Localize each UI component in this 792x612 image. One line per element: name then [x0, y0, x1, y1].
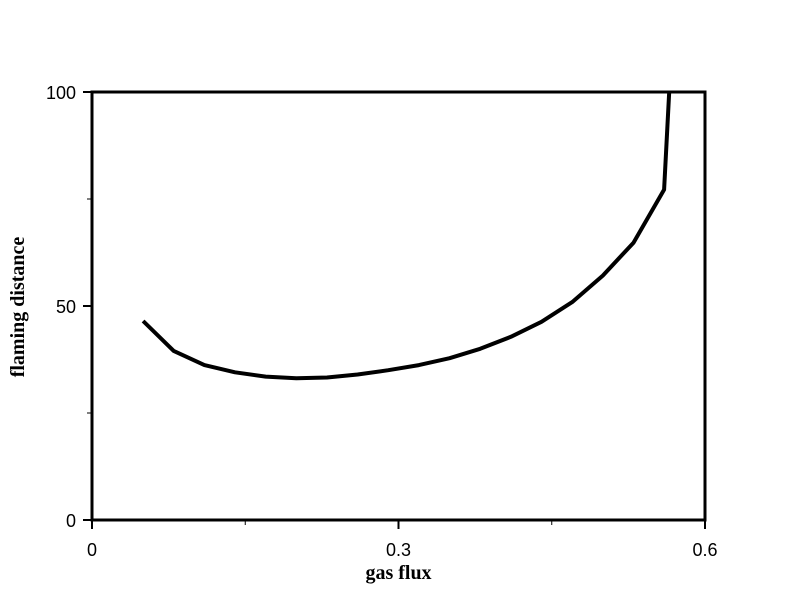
x-axis-label: gas flux [365, 562, 431, 584]
series-line [141, 91, 672, 381]
y-axis-label: flaming distance [7, 237, 29, 378]
y-tick-label: 100 [46, 83, 76, 103]
y-tick-label: 0 [66, 511, 76, 531]
x-tick-label: 0 [87, 540, 97, 560]
x-axis-ticks: 0 0.3 0.6 [87, 520, 718, 560]
y-axis-ticks: 0 50 100 [46, 83, 92, 531]
y-tick-label: 50 [56, 297, 76, 317]
series-layer [141, 91, 672, 381]
plot-frame [90, 90, 707, 522]
x-tick-label: 0.6 [692, 540, 717, 560]
x-tick-label: 0.3 [386, 540, 411, 560]
